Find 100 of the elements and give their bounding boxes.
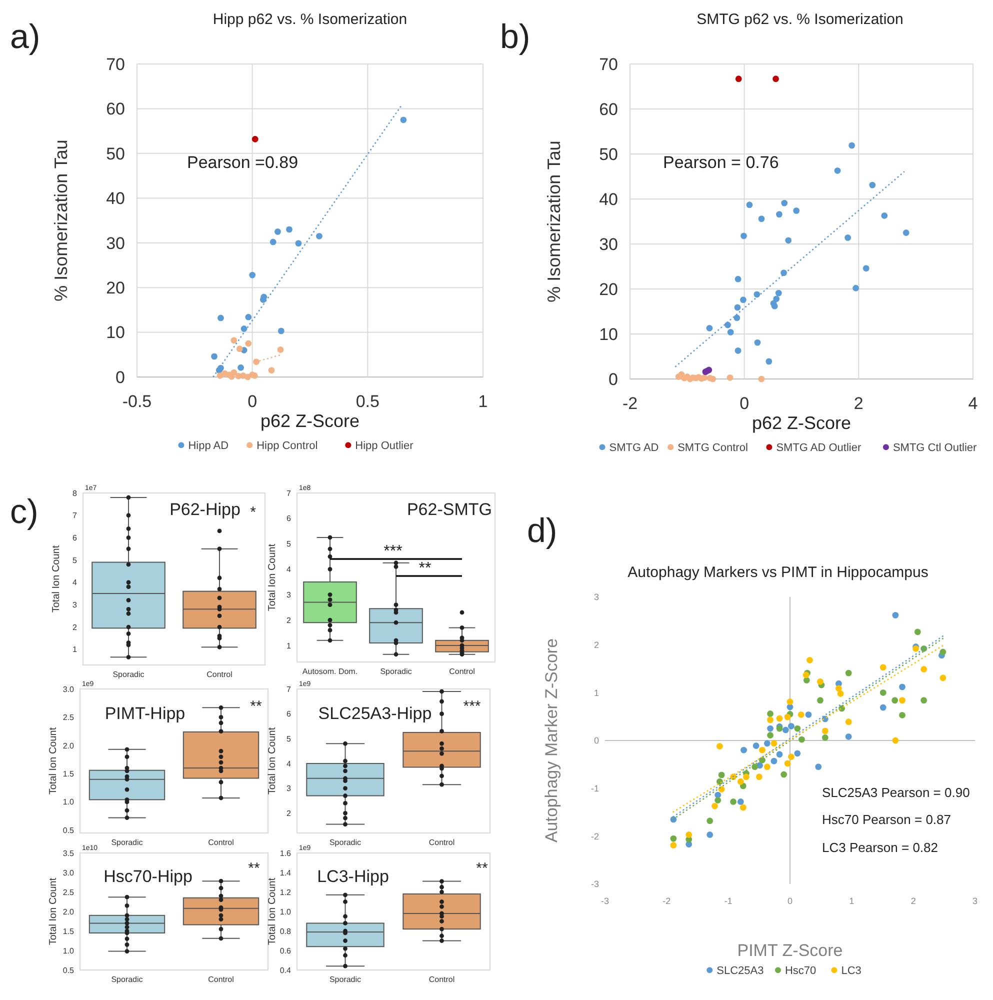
y-tick-label: 40 — [599, 190, 618, 209]
annotation: *** — [463, 698, 481, 715]
annotation: SLC25A3 Pearson = 0.90 — [822, 785, 970, 800]
y-tick-label: 3 — [594, 592, 599, 602]
annotation: Pearson = 0.76 — [663, 153, 779, 172]
y-tick-label: 1 — [594, 688, 599, 698]
annotation: ** — [476, 860, 488, 877]
x-tick-label: Control — [428, 975, 455, 984]
y-tick-label: -3 — [590, 879, 599, 890]
x-axis-title: p62 Z-Score — [260, 411, 360, 431]
x-tick-label: 0 — [787, 896, 793, 906]
legend-label: SMTG Control — [678, 442, 748, 454]
chart-title: P62-Hipp — [170, 500, 240, 519]
x-tick-label: 1 — [849, 896, 854, 906]
y-tick-label: 5 — [286, 734, 292, 744]
y-tick-label: 0 — [608, 370, 618, 389]
y-tick-label: 2 — [594, 640, 599, 650]
text: d) — [527, 512, 558, 550]
y-tick-label: 1 — [72, 645, 78, 654]
x-tick-label: -0.5 — [122, 392, 152, 411]
y-tick-label: 7 — [286, 488, 292, 498]
x-tick-label: Control — [449, 667, 476, 676]
y-tick-label: 1.0 — [62, 798, 75, 807]
y-tick-label: 3 — [286, 784, 292, 794]
y-tick-label: 10 — [106, 323, 125, 342]
y-axis-title: % Isomerization Tau — [544, 140, 564, 302]
y-tick-label: 3.0 — [62, 684, 75, 694]
y-axis-title: Total Ion Count — [267, 544, 278, 612]
y-axis-title: Total Ion Count — [267, 727, 278, 795]
y-tick-label: 0.4 — [280, 966, 292, 975]
y-tick-label: 20 — [599, 280, 618, 299]
y-tick-label: 1.0 — [62, 946, 75, 956]
y-tick-label: 2.5 — [62, 888, 75, 897]
text: PIMT-Hipp — [104, 704, 186, 723]
y-tick-label: 5 — [72, 556, 78, 565]
x-axis-title: p62 Z-Score — [752, 413, 852, 433]
chart-title: SMTG p62 vs. % Isomerization — [696, 11, 904, 28]
y-tick-label: 6 — [286, 514, 292, 524]
y-axis-title: Autophagy Marker Z-Score — [542, 638, 561, 843]
x-tick-label: Sporadic — [111, 838, 143, 847]
y-tick-label: 2 — [286, 616, 292, 625]
y-tick-label: 2.0 — [62, 907, 75, 916]
chart-title: P62-SMTG — [406, 500, 492, 519]
x-tick-label: 3 — [972, 896, 978, 906]
y-tick-label: 1.6 — [280, 848, 292, 858]
y-axis-title: % Isomerization Tau — [51, 140, 71, 302]
annotation: * — [250, 504, 256, 521]
x-tick-label: -2 — [662, 896, 671, 906]
annotation: Pearson =0.89 — [187, 153, 298, 172]
y-tick-label: 10 — [599, 324, 618, 344]
chart-title: Hipp p62 vs. % Isomerization — [212, 11, 408, 28]
x-tick-label: Sporadic — [329, 838, 362, 847]
x-tick-label: Sporadic — [329, 975, 362, 984]
y-tick-label: 40 — [106, 189, 125, 208]
y-tick-label: 3.5 — [62, 848, 75, 858]
annotation: Hsc70 Pearson = 0.87 — [822, 812, 951, 827]
y-tick-label: 0 — [594, 736, 599, 746]
y-tick-label: 4 — [286, 565, 292, 574]
x-tick-label: 1 — [478, 392, 488, 411]
y-tick-label: 0.6 — [280, 946, 292, 956]
y-tick-label: 30 — [599, 234, 618, 254]
x-tick-label: 0 — [740, 394, 750, 413]
x-tick-label: 2 — [910, 896, 916, 906]
legend-label: SMTG AD — [609, 442, 659, 454]
y-tick-label: 3 — [286, 590, 292, 600]
annotation: *** — [384, 543, 402, 560]
y-tick-label: 0.8 — [280, 926, 292, 936]
legend-label: SMTG Ctl Outlier — [892, 442, 978, 454]
x-tick-label: 4 — [968, 394, 978, 413]
x-tick-label: Control — [206, 670, 233, 679]
annotation: ** — [418, 560, 432, 577]
y-tick-label: 3 — [72, 600, 78, 610]
x-tick-label: 2 — [854, 394, 864, 413]
y-tick-label: 50 — [106, 144, 125, 164]
y-tick-label: 7 — [286, 684, 292, 694]
y-tick-label: 4 — [286, 759, 292, 768]
y-tick-label: 6 — [286, 710, 292, 719]
y-tick-label: 70 — [599, 54, 618, 74]
y-tick-label: 1.4 — [280, 868, 292, 878]
y-tick-label: 30 — [106, 234, 125, 253]
y-tick-label: 50 — [599, 144, 618, 164]
text: SLC25A3-Hipp — [318, 704, 432, 723]
text: c) — [10, 493, 38, 531]
y-tick-label: 5 — [286, 540, 292, 549]
legend-label: Hsc70 — [784, 965, 816, 977]
x-tick-label: Sporadic — [380, 667, 412, 676]
legend-label: Hipp Outlier — [355, 440, 414, 452]
text: a) — [10, 18, 40, 56]
x-tick-label: 0 — [248, 392, 258, 411]
y-tick-label: 1.5 — [62, 770, 75, 779]
legend-label: SLC25A3 — [716, 965, 764, 977]
x-axis-title: PIMT Z-Score — [737, 941, 843, 960]
annotation: ** — [250, 698, 262, 715]
y-tick-label: 0.5 — [62, 826, 75, 835]
y-tick-label: 8 — [72, 488, 78, 498]
y-tick-label: 7 — [72, 511, 78, 520]
y-tick-label: 70 — [106, 54, 125, 74]
x-tick-label: -2 — [622, 394, 638, 413]
y-tick-label: -1 — [590, 783, 599, 794]
y-axis-title: Total Ion Count — [48, 727, 59, 795]
